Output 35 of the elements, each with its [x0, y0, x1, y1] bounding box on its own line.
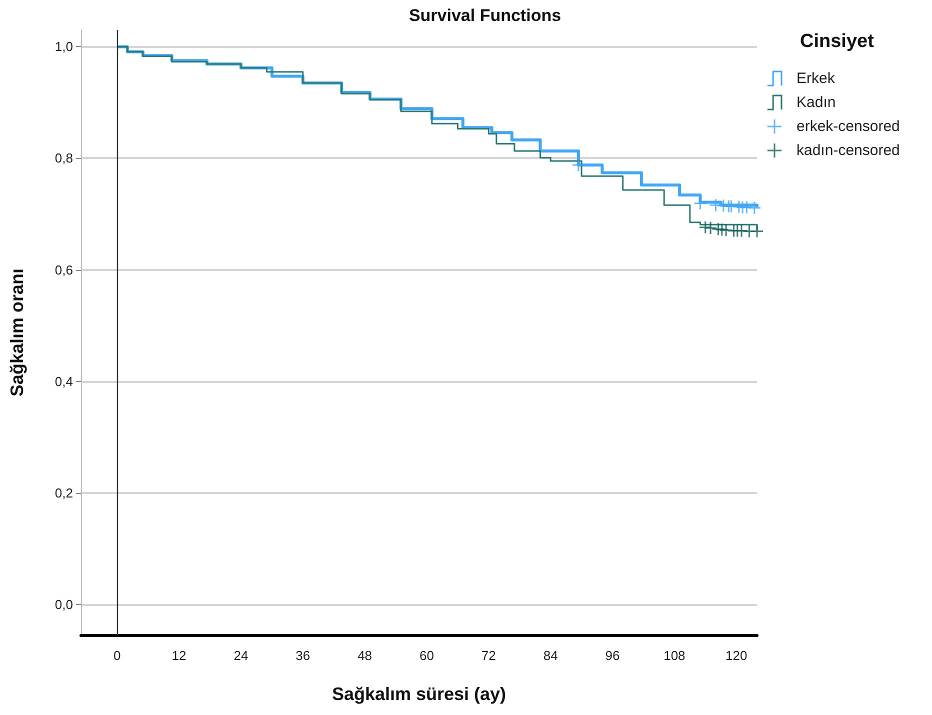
- x-tick-label: 108: [664, 648, 686, 663]
- x-tick-label: 12: [172, 648, 186, 663]
- point: [730, 224, 744, 238]
- point: [750, 224, 764, 238]
- x-tick-label: 72: [481, 648, 496, 663]
- point: [736, 200, 750, 214]
- point: [712, 222, 726, 236]
- y-tick-label: 0,0: [54, 596, 73, 612]
- y-tick-label: 0,6: [54, 262, 73, 278]
- point: [719, 223, 733, 237]
- x-tick-label: 48: [358, 648, 372, 663]
- point: [698, 220, 712, 234]
- x-tick-label: 60: [420, 648, 434, 663]
- x-tick-label: 84: [543, 648, 558, 663]
- y-tick-label: 0,2: [54, 485, 73, 500]
- y-axis-title: Sağkalım oranı: [7, 268, 27, 397]
- legend-label: Kadın: [796, 94, 836, 111]
- x-tick-label: 0: [114, 648, 121, 663]
- x-tick-label: 96: [605, 648, 620, 663]
- point: [704, 221, 718, 235]
- x-tick-label: 36: [296, 648, 310, 663]
- x-tick-label: 120: [726, 648, 748, 663]
- point: [732, 200, 746, 214]
- legend-label: Erkek: [796, 70, 836, 87]
- y-tick-label: 0,8: [54, 150, 73, 166]
- point: [748, 201, 762, 215]
- x-axis-title: Sağkalım süresi (ay): [332, 684, 506, 704]
- chart-title: Survival Functions: [408, 6, 562, 25]
- legend-label: erkek-censored: [796, 118, 900, 135]
- legend-label: kadın-censored: [796, 142, 900, 159]
- y-tick-label: 0,4: [54, 374, 73, 389]
- x-tick-label: 24: [234, 648, 248, 663]
- legend-title: Cinsiyet: [800, 31, 875, 52]
- y-tick-label: 1,0: [54, 39, 73, 54]
- point: [715, 222, 729, 236]
